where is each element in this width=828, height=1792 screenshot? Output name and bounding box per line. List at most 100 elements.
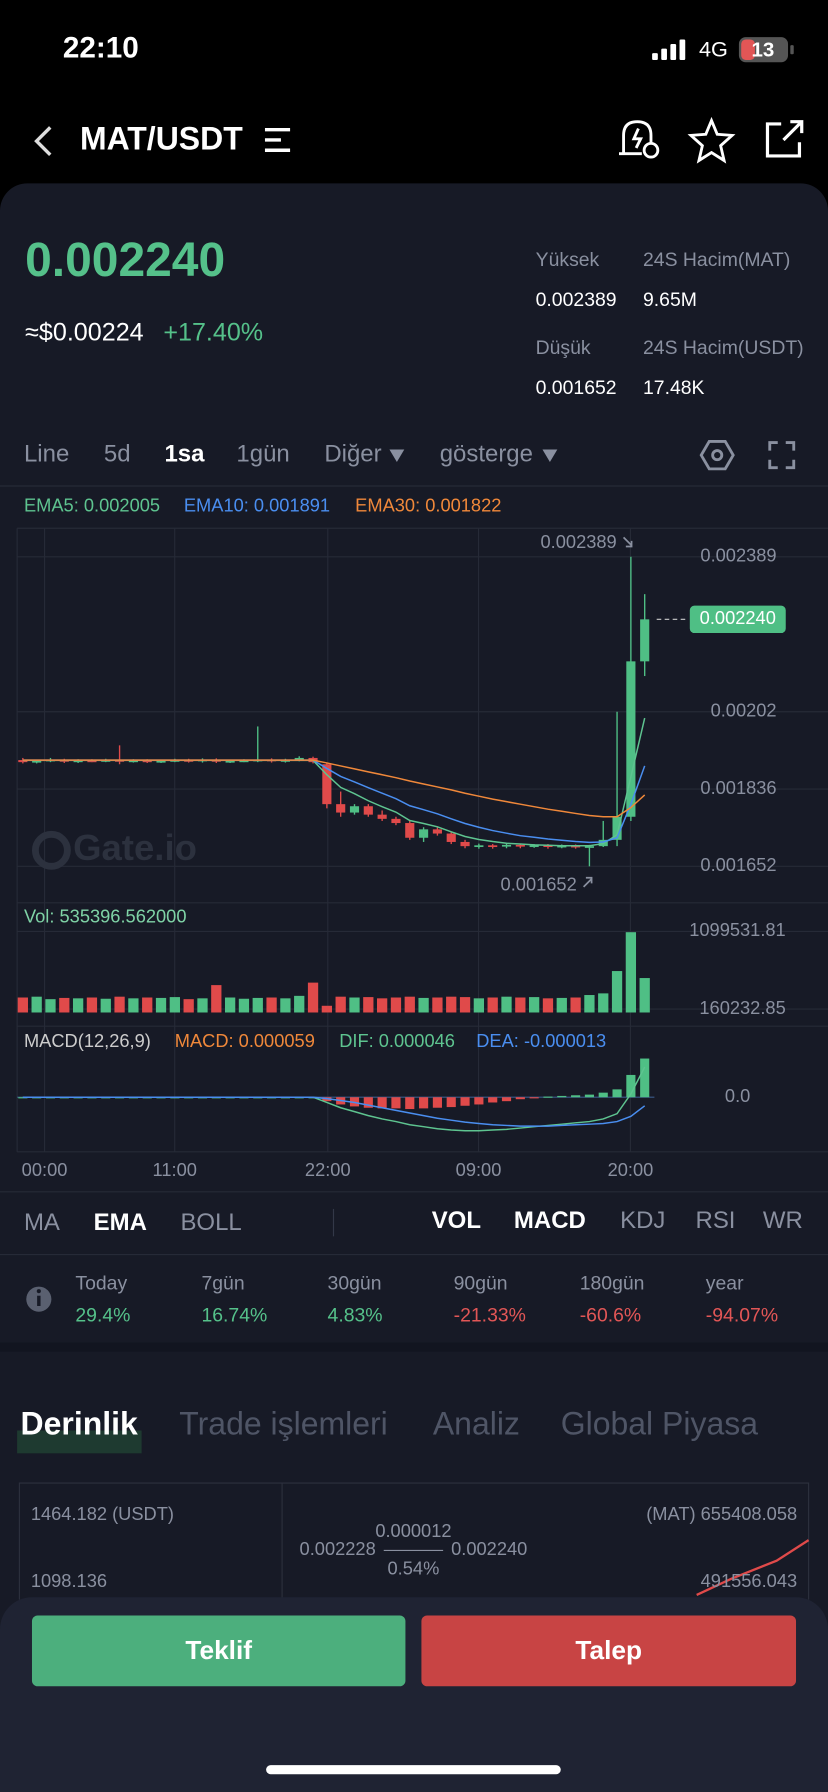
main-indicator-tab[interactable]: BOLL [180,1209,241,1236]
candle-body [239,760,249,763]
section-tab[interactable]: Trade işlemleri [179,1405,387,1441]
stat-label: Düşük [536,337,591,359]
x-tick-label: 09:00 [456,1159,502,1180]
period-change: 29.4% [75,1304,130,1326]
stat-value: 9.65M [643,289,697,311]
info-icon[interactable] [26,1286,52,1312]
candle-body [377,814,387,819]
stat-value: 17.48K [643,377,705,399]
candle-body [363,806,373,815]
active-tab-highlight [17,1430,142,1454]
candle-body [294,757,304,761]
volume-label: Vol: 535396.562000 [24,906,187,927]
share-icon[interactable] [765,120,804,158]
candle-body [571,845,581,848]
volume-bar [266,997,277,1013]
volume-bar [598,993,609,1013]
favorite-icon[interactable] [687,116,736,164]
stat-value: 0.001652 [536,377,617,399]
stat-label: Yüksek [536,249,600,271]
section-tab[interactable]: Derinlik [21,1405,138,1441]
candle-body [87,760,97,763]
ask-depth-line [696,1539,810,1596]
depth-spread: 0.000012 [375,1520,451,1541]
macd-bar [515,1097,525,1100]
volume-bar [59,997,70,1013]
volume-bar [390,997,402,1013]
depth-label: 1464.182 (USDT) [31,1503,174,1524]
volume-bar [625,932,637,1013]
back-button[interactable] [34,126,52,157]
y-tick-label: 0.00202 [711,700,777,721]
candle-body [432,829,442,834]
volume-bar [128,998,139,1013]
macd-title: MACD(12,26,9) [24,1030,151,1051]
volume-bar [556,997,567,1013]
candle-body [543,845,553,848]
y-tick-label: 0.0 [725,1085,750,1106]
y-tick-label: 0.001836 [700,777,776,798]
main-indicator-tab[interactable]: MA [24,1209,60,1236]
sub-indicator-tab[interactable]: KDJ [620,1207,665,1234]
candle-body [626,661,636,817]
interval-tab[interactable]: gösterge [440,440,533,467]
stat-label: 24S Hacim(USDT) [643,337,804,359]
section-tab[interactable]: Analiz [433,1405,520,1441]
sub-indicator-tab[interactable]: VOL [432,1207,481,1234]
volume-bar [307,982,319,1013]
volume-bar [335,996,346,1013]
interval-tab[interactable]: Line [24,440,69,467]
volume-bar [459,997,471,1013]
buy-label[interactable]: Teklif [185,1635,252,1665]
content-panel [0,183,828,1792]
fullscreen-icon[interactable] [768,441,796,470]
price-change: +17.40% [163,319,263,347]
sell-button[interactable] [421,1615,797,1687]
volume-bar [17,997,28,1013]
period-change: -94.07% [706,1304,778,1326]
x-tick-label: 20:00 [608,1159,654,1180]
macd-bar [474,1097,484,1105]
interval-tab[interactable]: 5d [104,440,131,467]
x-tick-label: 11:00 [153,1159,197,1180]
volume-bar [114,996,125,1013]
low-annotation: 0.001652 [501,874,577,895]
volume-bar [418,997,429,1013]
volume-bar [169,997,180,1013]
ema-legend: EMA30: 0.001822 [355,494,501,515]
volume-bar [501,996,512,1013]
alert-icon[interactable] [619,120,660,159]
sub-indicator-tab[interactable]: RSI [696,1207,736,1234]
y-tick-label: 1099531.81 [689,919,786,940]
sell-label[interactable]: Talep [575,1635,642,1665]
main-indicator-tab[interactable]: EMA [94,1209,147,1236]
sub-indicator-tab[interactable]: WR [763,1207,803,1234]
macd-bar [419,1097,429,1109]
depth-label: 1098.136 [31,1570,107,1591]
candle-body [529,845,539,848]
depth-bid: 0.002228 [300,1538,376,1559]
pair-title: MAT/USDT [80,121,243,157]
last-price: 0.002240 [25,234,225,287]
usd-price: ≈$0.00224 [25,319,144,347]
stat-value: 0.002389 [536,289,617,311]
candle-body [32,760,42,763]
volume-bar [584,995,595,1013]
pair-list-icon[interactable] [264,127,291,152]
volume-bar [611,971,623,1013]
section-tab[interactable]: Global Piyasa [561,1405,758,1441]
interval-tab[interactable]: Diğer [324,440,381,467]
volume-bar [45,999,56,1013]
settings-icon[interactable] [699,440,735,471]
macd-bar [460,1097,470,1106]
macd-bar [405,1097,415,1110]
sub-indicator-tab[interactable]: MACD [514,1207,586,1234]
interval-tab[interactable]: 1sa [164,440,205,467]
buy-button[interactable] [31,1615,406,1687]
interval-tab[interactable]: 1gün [236,440,289,467]
candle-body [446,833,456,842]
home-indicator [266,1765,561,1775]
volume-bar [639,978,650,1013]
x-tick-label: 00:00 [22,1159,68,1180]
